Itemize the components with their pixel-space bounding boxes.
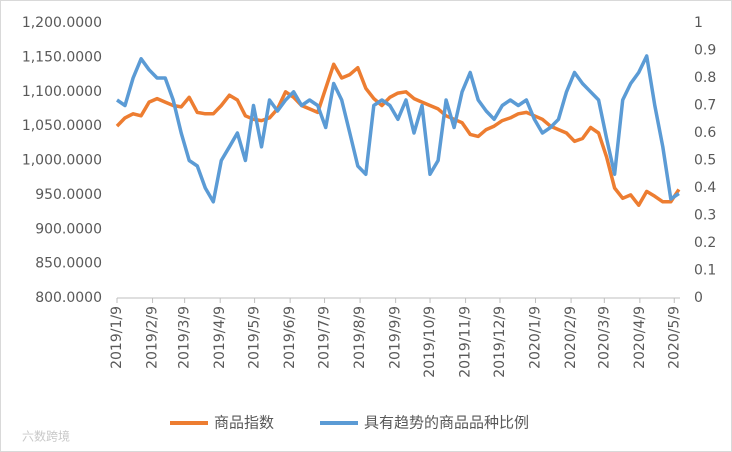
x-tick-label: 2019/3/9 <box>177 306 193 369</box>
y-tick-label: 1,100.0000 <box>22 84 102 100</box>
y2-tick-label: 0.8 <box>694 70 716 86</box>
y-tick-label: 850.0000 <box>35 256 102 272</box>
y2-tick-label: 0.7 <box>694 98 716 114</box>
y-tick-label: 950.0000 <box>35 187 102 203</box>
x-tick-label: 2019/7/9 <box>317 306 333 369</box>
y-tick-label: 800.0000 <box>35 290 102 306</box>
x-tick-label: 2019/12/9 <box>492 306 508 378</box>
y-tick-label: 1,200.0000 <box>22 15 102 31</box>
x-tick-label: 2019/9/9 <box>388 306 404 369</box>
x-tick-label: 2020/1/9 <box>528 306 544 369</box>
x-tick-label: 2019/11/9 <box>458 306 474 378</box>
y-tick-label: 900.0000 <box>35 221 102 237</box>
y2-tick-label: 0 <box>694 290 703 306</box>
x-tick-label: 2019/10/9 <box>422 306 438 378</box>
watermark: 六数跨境 <box>22 429 70 444</box>
y2-tick-label: 0.5 <box>694 153 716 169</box>
x-tick-label: 2020/3/9 <box>596 306 612 369</box>
y2-tick-label: 0.6 <box>694 125 716 141</box>
y2-tick-label: 0.9 <box>694 43 716 59</box>
y-tick-label: 1,050.0000 <box>22 118 102 134</box>
y2-tick-label: 0.3 <box>694 208 716 224</box>
x-tick-label: 2020/5/9 <box>666 306 682 369</box>
x-tick-label: 2019/5/9 <box>247 306 263 369</box>
y2-tick-label: 0.2 <box>694 235 716 251</box>
x-tick-label: 2019/4/9 <box>212 306 228 369</box>
y-tick-label: 1,000.0000 <box>22 153 102 169</box>
x-tick-label: 2019/2/9 <box>145 306 161 369</box>
legend-label: 商品指数 <box>214 414 274 432</box>
x-tick-label: 2020/2/9 <box>563 306 579 369</box>
y2-tick-label: 1 <box>694 15 703 31</box>
x-tick-label: 2019/1/9 <box>109 306 125 369</box>
x-tick-label: 2020/4/9 <box>632 306 648 369</box>
x-tick-label: 2019/8/9 <box>352 306 368 369</box>
series-line <box>115 62 681 207</box>
y-tick-label: 1,150.0000 <box>22 49 102 65</box>
legend-label: 具有趋势的商品品种比例 <box>364 414 529 432</box>
series-line <box>116 54 680 204</box>
y2-tick-label: 0.1 <box>694 263 716 279</box>
y2-tick-label: 0.4 <box>694 180 716 196</box>
x-tick-label: 2019/6/9 <box>282 306 298 369</box>
